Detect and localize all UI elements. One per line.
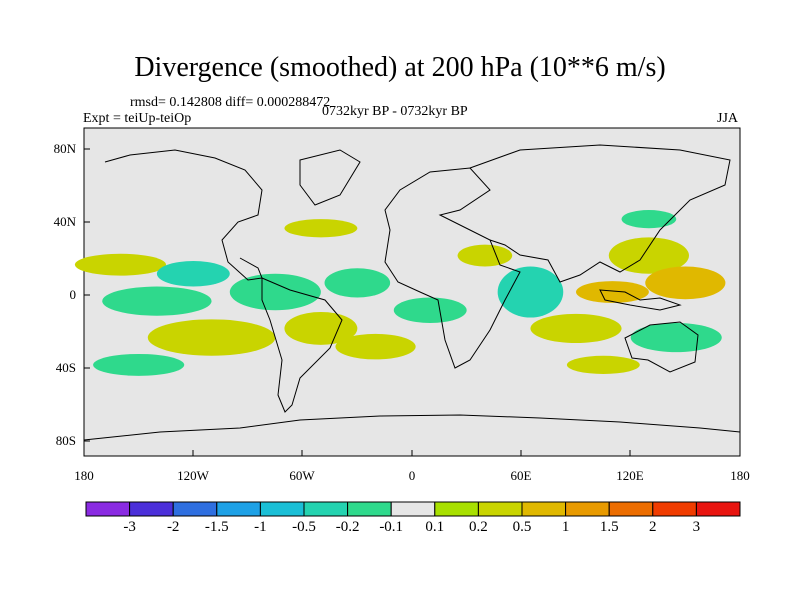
x-tick-label: 120E: [616, 468, 644, 483]
contour-region: [74, 253, 166, 276]
contour-region: [566, 355, 640, 374]
contour-region: [284, 219, 358, 238]
contour-region: [335, 333, 416, 360]
colorbar-label: -0.1: [379, 519, 404, 535]
colorbar-label: 2: [649, 519, 657, 535]
x-tick-label: 0: [408, 468, 416, 483]
contour-region: [147, 319, 276, 356]
colorbar-label: -2: [166, 519, 180, 535]
colorbar-label: 1: [561, 519, 570, 535]
colorbar-swatch: [521, 501, 567, 517]
period-label: 0732kyr BP - 0732kyr BP: [322, 104, 468, 119]
axis-ticks: [84, 148, 631, 456]
colorbar-label: 0.1: [425, 519, 445, 535]
colorbar-label: 0.2: [469, 519, 488, 535]
y-tick-label: 40N: [53, 214, 76, 229]
colorbar-label: -0.5: [292, 519, 316, 535]
y-tick-label: 80N: [53, 141, 76, 156]
colorbar-swatch: [216, 501, 261, 517]
colorbar-swatch: [129, 501, 174, 517]
experiment-label: Expt = teiUp-teiOp: [83, 111, 192, 126]
y-tick-label: 0: [69, 287, 77, 302]
contour-region: [284, 312, 358, 345]
colorbar-swatch: [695, 501, 741, 517]
colorbar-swatch: [477, 501, 523, 517]
x-tick-label: 180: [730, 468, 750, 483]
contour-region: [608, 237, 689, 274]
season-label: JJA: [717, 111, 739, 126]
colorbar-label: -1.5: [204, 519, 229, 535]
colorbar-swatch: [172, 501, 218, 517]
x-tick-label: 180: [74, 468, 94, 483]
contour-region: [393, 297, 467, 323]
y-tick-label: 80S: [55, 433, 76, 448]
contour-region: [497, 266, 564, 318]
colorbar-swatch: [347, 501, 392, 517]
x-tick-label: 60E: [510, 468, 532, 483]
plot-title: Divergence (smoothed) at 200 hPa (10**6 …: [134, 52, 666, 83]
colorbar-label: 1.5: [599, 519, 619, 535]
y-tick-label: 40S: [55, 360, 76, 375]
colorbar-label: -3: [123, 519, 136, 535]
contour-regions: [74, 210, 726, 376]
colorbar-swatch: [434, 501, 479, 517]
colorbar-label: 0.5: [512, 519, 532, 535]
contour-region: [630, 322, 722, 353]
contour-region: [324, 268, 391, 298]
colorbar-label: 3: [692, 519, 701, 535]
stats-label: rmsd= 0.142808 diff= 0.000288472: [130, 95, 331, 110]
contour-region: [102, 286, 212, 316]
contour-region: [530, 313, 622, 344]
colorbar-swatch: [565, 501, 610, 517]
colorbar-swatch: [608, 501, 654, 517]
colorbar-swatch: [390, 501, 436, 517]
colorbar-swatch: [652, 501, 697, 517]
contour-region: [576, 281, 649, 303]
colorbar-swatch: [85, 501, 131, 517]
x-tick-label: 120W: [177, 468, 209, 483]
contour-region: [621, 210, 677, 229]
colorbar-swatch: [259, 501, 305, 517]
contour-region: [645, 266, 726, 300]
colorbar-swatch: [303, 501, 349, 517]
x-tick-label: 60W: [289, 468, 315, 483]
contour-region: [229, 273, 321, 311]
contour-region: [93, 353, 185, 376]
colorbar-label: -1: [254, 519, 267, 535]
coastlines: [83, 144, 741, 441]
colorbar-label: -0.2: [335, 519, 360, 535]
contour-region: [156, 261, 230, 287]
